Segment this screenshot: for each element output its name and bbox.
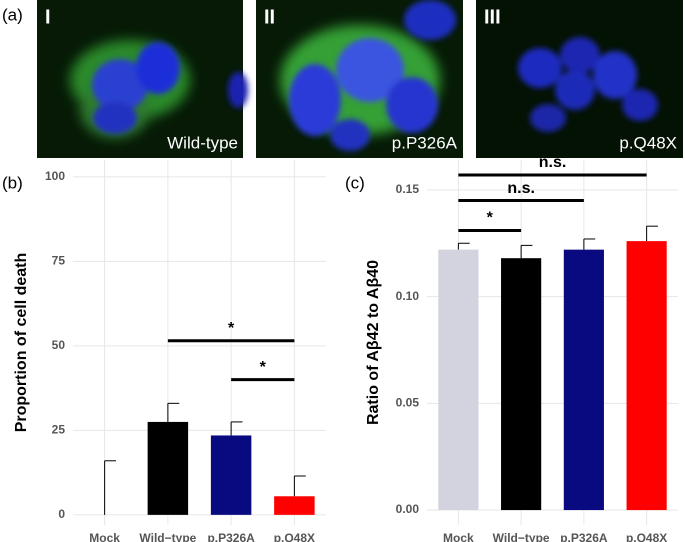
y-tick-label: 75 xyxy=(52,254,66,268)
image-label: Wild-type xyxy=(167,133,238,152)
bar xyxy=(147,421,189,515)
micrograph: II p.P326A xyxy=(256,0,463,158)
bar xyxy=(563,249,604,511)
y-tick-label: 50 xyxy=(52,338,66,352)
image-label: p.P326A xyxy=(392,133,458,152)
bar xyxy=(626,241,667,511)
y-tick-label: 25 xyxy=(52,423,66,437)
bar xyxy=(274,496,315,515)
micrograph: I Wild-type xyxy=(37,0,248,158)
image-numeral: II xyxy=(264,6,275,28)
significance-label: * xyxy=(228,320,235,337)
panel-label: (c) xyxy=(345,173,365,192)
panel-label: (a) xyxy=(2,5,23,24)
x-tick-label: Mock xyxy=(89,531,120,542)
micrograph: III p.Q48X xyxy=(476,0,683,158)
bar xyxy=(210,435,252,515)
y-tick-label: 0 xyxy=(58,507,65,521)
x-tick-label: p.Q48X xyxy=(626,531,667,542)
significance-label: n.s. xyxy=(507,180,535,197)
panel-label: (b) xyxy=(2,173,23,192)
significance-label: n.s. xyxy=(539,154,567,171)
significance-label: * xyxy=(260,359,267,376)
y-tick-label: 0.10 xyxy=(396,289,420,303)
significance-label: * xyxy=(487,210,494,227)
x-tick-label: p.P326A xyxy=(207,531,255,542)
x-tick-label: p.Q48X xyxy=(274,531,315,542)
y-tick-label: 0.15 xyxy=(396,182,420,196)
y-tick-label: 0.00 xyxy=(396,502,420,516)
x-tick-label: Wild−type xyxy=(139,531,196,542)
x-tick-label: Wild−type xyxy=(493,531,550,542)
y-axis-label: Ratio of Aβ42 to Aβ40 xyxy=(365,260,382,425)
image-numeral: III xyxy=(484,6,501,28)
image-label: p.Q48X xyxy=(619,133,677,152)
y-axis-label: Proportion of cell death xyxy=(13,253,30,433)
image-numeral: I xyxy=(45,6,51,28)
bar xyxy=(501,258,542,511)
bar xyxy=(438,249,479,511)
y-tick-label: 100 xyxy=(45,169,65,183)
x-tick-label: Mock xyxy=(443,531,474,542)
x-tick-label: p.P326A xyxy=(560,531,608,542)
y-tick-label: 0.05 xyxy=(396,396,420,410)
